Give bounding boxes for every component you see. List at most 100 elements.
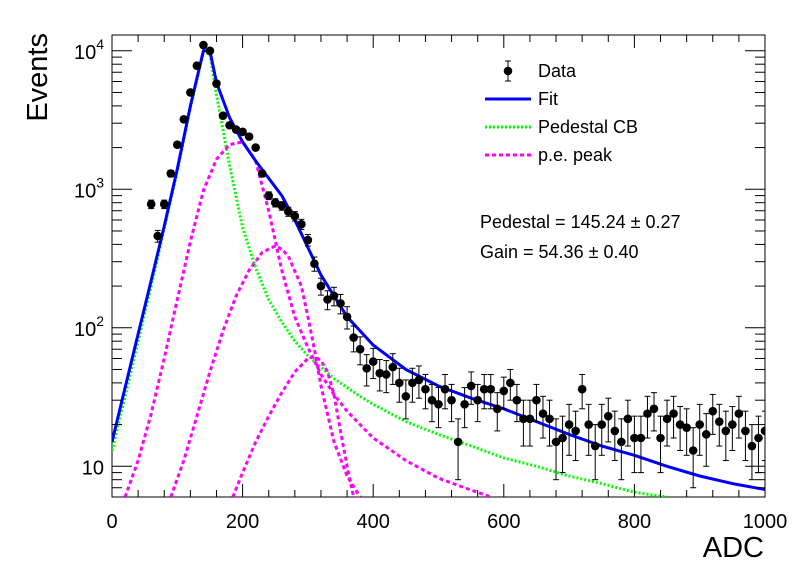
data-point [284, 207, 293, 216]
data-point [473, 395, 482, 405]
x-axis-title: ADC [703, 532, 764, 564]
data-point [747, 441, 757, 451]
data-point [310, 259, 319, 269]
data-point [218, 111, 228, 120]
stat-line: Gain = 54.36 ± 0.40 [480, 242, 639, 262]
data-point [381, 370, 391, 379]
data-point [297, 219, 306, 229]
data-point [545, 414, 554, 424]
series-line-pedestal-cb [112, 50, 668, 497]
data-point [192, 61, 202, 71]
y-tick-label: 104 [74, 36, 104, 64]
data-point [499, 386, 509, 396]
data-point [453, 437, 463, 447]
data-point [323, 295, 332, 304]
data-point [682, 423, 691, 432]
stat-line: Pedestal = 145.24 ± 0.27 [480, 212, 681, 232]
data-point [486, 384, 496, 394]
data-point [669, 409, 678, 418]
data-point [395, 378, 404, 388]
data-point [336, 299, 345, 308]
data-point [590, 441, 600, 451]
data-point [355, 344, 365, 354]
data-point [649, 404, 659, 414]
y-tick-label: 102 [74, 313, 104, 341]
data-point [564, 420, 574, 429]
data-point [414, 375, 424, 385]
data-point [244, 132, 254, 141]
data-point [427, 395, 437, 405]
data-point [643, 409, 652, 418]
x-tick-label: 800 [618, 511, 651, 533]
data-point [421, 384, 430, 394]
data-point [675, 420, 685, 429]
data-point [447, 395, 456, 405]
legend-label: Pedestal CB [538, 117, 638, 137]
series-layer [112, 40, 765, 497]
data-point [251, 143, 260, 152]
data-point [159, 199, 169, 209]
x-tick-label: 200 [226, 511, 259, 533]
data-point [153, 231, 163, 241]
plot-frame [111, 34, 766, 498]
data-point [303, 235, 313, 245]
data-point [728, 420, 737, 429]
data-point [656, 433, 665, 443]
data-point [388, 362, 398, 372]
data-point [701, 430, 711, 439]
data-point [460, 400, 469, 409]
legend-label: Fit [538, 89, 558, 109]
data-point [401, 392, 411, 401]
data-point [571, 426, 580, 436]
data-point [492, 404, 502, 414]
data-point [558, 433, 567, 443]
data-point [721, 426, 731, 436]
data-point [270, 198, 280, 208]
data-point [754, 433, 763, 443]
series-line-p-e-peak-3 [231, 355, 356, 497]
data-point [225, 120, 234, 130]
legend-marker [503, 66, 513, 76]
data-point [290, 211, 300, 221]
series-line-p-e-peak-2 [169, 244, 362, 497]
data-point [408, 378, 417, 388]
data-point [329, 291, 339, 301]
data-point [714, 417, 724, 426]
data-point [506, 378, 515, 388]
legend-label: p.e. peak [538, 145, 613, 165]
data-point [584, 420, 593, 429]
legend-item: p.e. peak [485, 145, 613, 165]
data-point [597, 420, 607, 429]
data-point [231, 125, 241, 134]
data-point [610, 426, 620, 436]
data-point [532, 395, 541, 405]
data-point [519, 414, 528, 424]
data-point [342, 312, 352, 322]
data-point [199, 40, 208, 50]
data-point [257, 169, 267, 178]
data-point [688, 446, 698, 455]
data-point [603, 411, 613, 421]
data-point [349, 333, 358, 342]
x-tick-label: 600 [487, 511, 520, 533]
data-point [551, 437, 561, 447]
y-tick-label: 10 [82, 457, 104, 479]
data-point [630, 433, 639, 443]
data-point [166, 169, 176, 178]
data-point [362, 363, 371, 373]
axes-layer: 0 200 400 600 800 1000 10 102 103 104 [74, 35, 787, 533]
data-point [760, 426, 765, 436]
legend-item: Fit [485, 89, 558, 109]
legend: Data Fit Pedestal CB p.e. peak [485, 60, 638, 165]
data-point [146, 199, 156, 209]
stats-box: Pedestal = 145.24 ± 0.27 Gain = 54.36 ± 0… [480, 212, 681, 262]
data-point [466, 381, 476, 391]
data-point [741, 426, 750, 436]
data-point [238, 127, 247, 137]
data-point [577, 384, 587, 394]
data-point [623, 414, 633, 424]
data-point [636, 433, 646, 443]
y-tick-label: 103 [74, 174, 104, 202]
data-point [538, 409, 548, 418]
data-point [264, 191, 274, 200]
